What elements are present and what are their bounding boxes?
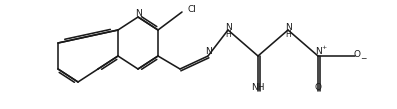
Text: −: − (360, 54, 366, 64)
Text: O: O (353, 49, 360, 59)
Text: NH: NH (251, 83, 265, 91)
Text: N: N (225, 22, 231, 32)
Text: N: N (204, 47, 211, 55)
Text: N: N (315, 47, 322, 55)
Text: H: H (285, 30, 291, 38)
Text: Cl: Cl (187, 4, 197, 14)
Text: +: + (322, 44, 327, 49)
Text: N: N (135, 9, 141, 18)
Text: H: H (225, 30, 231, 38)
Text: O: O (314, 83, 322, 91)
Text: N: N (285, 22, 291, 32)
